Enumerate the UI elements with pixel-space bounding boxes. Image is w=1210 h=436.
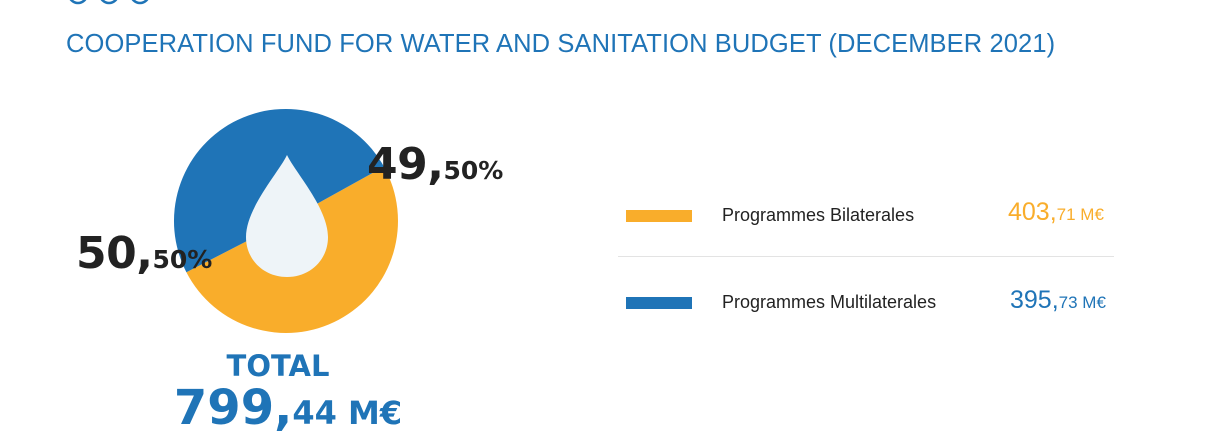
total-label: TOTAL	[226, 349, 330, 383]
page-title: COOPERATION FUND FOR WATER AND SANITATIO…	[66, 30, 1056, 58]
yellow-pct-integer: 50,	[76, 228, 153, 279]
blue-pct-decimal: 50%	[443, 156, 504, 185]
blue-slice-percent-label: 49,50%	[367, 139, 503, 190]
pie-chart	[173, 108, 398, 333]
total-value-decimal: 44 M€	[292, 394, 403, 432]
yellow-slice-percent-label: 50,50%	[76, 228, 212, 279]
legend-label-multilaterales: Programmes Multilaterales	[722, 292, 937, 312]
legend-swatch-multilaterales	[626, 297, 692, 309]
legend-amount-multilaterales: 395,73 M€	[1010, 286, 1106, 315]
legend-divider	[618, 256, 1114, 257]
yellow-pct-decimal: 50%	[152, 245, 213, 274]
legend-swatch-bilaterales	[626, 210, 692, 222]
legend-amount-bilaterales-integer: 403,	[1008, 198, 1057, 226]
legend-amount-multilaterales-decimal: 73 M€	[1058, 293, 1106, 312]
total-value-integer: 799,	[173, 380, 293, 436]
blue-pct-integer: 49,	[367, 139, 444, 190]
legend-amount-bilaterales-decimal: 71 M€	[1056, 205, 1104, 224]
legend-item-bilaterales: Programmes Bilaterales 403,71 M€	[0, 196, 1210, 236]
total-value: 799,44 M€	[138, 380, 438, 436]
legend-amount-multilaterales-integer: 395,	[1010, 286, 1059, 314]
legend-label-bilaterales: Programmes Bilaterales	[722, 205, 915, 225]
water-drop-icon	[246, 155, 328, 277]
legend-amount-bilaterales: 403,71 M€	[1008, 198, 1104, 227]
legend-item-multilaterales: Programmes Multilaterales 395,73 M€	[0, 286, 1210, 327]
water-drops-icon	[69, 0, 149, 5]
